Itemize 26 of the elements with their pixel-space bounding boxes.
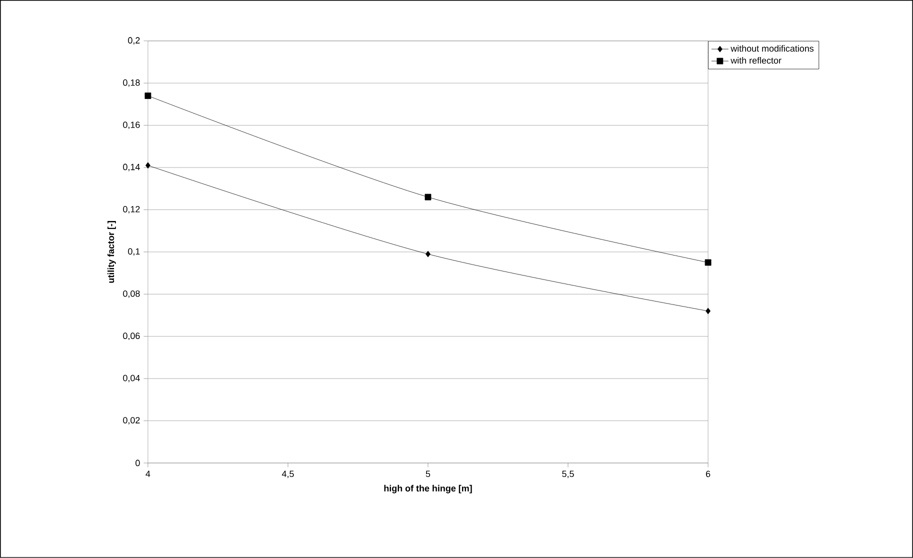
point: [706, 308, 711, 314]
point: [145, 162, 150, 169]
x-tick-label: 4: [146, 470, 150, 477]
legend-label: without modifications: [730, 45, 814, 52]
y-tick-label: 0,02: [123, 417, 140, 425]
point: [424, 194, 432, 200]
y-tick-label: 0,08: [123, 290, 140, 298]
x-tick-label: 6: [706, 470, 710, 478]
y-tick-label: 0: [136, 460, 140, 466]
y-tick-label: 0,18: [123, 79, 140, 87]
point: [426, 250, 430, 258]
legend-label: with reflector: [730, 57, 782, 64]
x-axis-title: high of the hinge [m]: [384, 484, 472, 494]
y-tick-label: 0,2: [128, 37, 140, 45]
y-axis-title: utility factor [-]: [108, 221, 116, 283]
x-tick-label: 5,5: [562, 470, 574, 478]
x-tick-label: 5: [426, 470, 430, 478]
y-tick-label: 0,06: [123, 332, 140, 340]
y-tick-label: 0,16: [123, 122, 140, 130]
y-tick-label: 0,1: [128, 248, 140, 256]
x-tick-label: 4,5: [282, 470, 294, 478]
y-tick-label: 0,04: [123, 374, 140, 382]
y-tick-label: 0,12: [123, 206, 140, 214]
y-tick-label: 0,14: [123, 164, 140, 172]
point: [704, 259, 712, 266]
point: [144, 92, 152, 100]
